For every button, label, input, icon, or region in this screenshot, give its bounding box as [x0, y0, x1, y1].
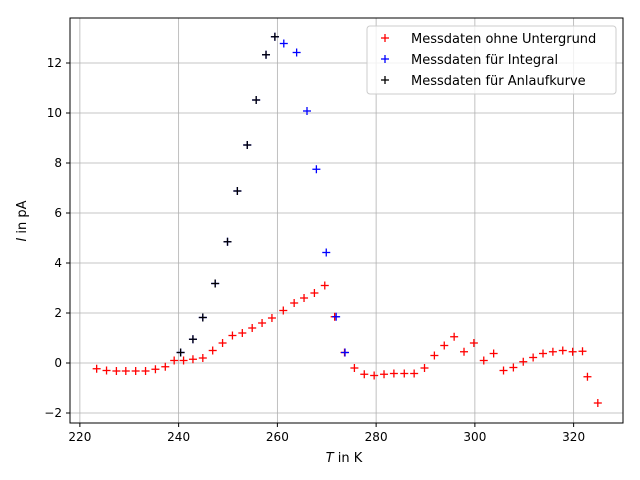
y-tick-label: 10	[47, 106, 62, 120]
data-point	[238, 329, 247, 337]
data-point	[262, 50, 271, 59]
data-point	[161, 362, 170, 371]
data-point	[170, 356, 179, 365]
data-point	[450, 332, 459, 341]
data-point	[583, 372, 592, 381]
legend-box	[366, 25, 617, 95]
data-point	[218, 339, 227, 347]
data-point	[198, 354, 207, 362]
x-tick-label: 320	[562, 430, 585, 444]
data-point	[460, 347, 469, 356]
data-point	[270, 32, 279, 41]
data-point	[479, 356, 488, 365]
y-tick-label: 4	[54, 256, 62, 270]
data-point	[593, 399, 602, 407]
plot-frame	[69, 17, 624, 424]
data-point	[509, 363, 518, 372]
data-point	[539, 349, 548, 358]
data-point	[341, 348, 350, 357]
x-axis-label: T in K	[326, 451, 363, 466]
data-point	[430, 351, 439, 360]
data-point	[92, 364, 101, 373]
data-point	[489, 349, 498, 358]
data-point	[188, 335, 197, 344]
x-tick-label: 220	[68, 430, 91, 444]
x-tick-label: 240	[167, 430, 190, 444]
data-point	[303, 107, 311, 115]
y-tick-label: 2	[54, 306, 62, 320]
data-point	[176, 348, 185, 357]
data-point	[188, 355, 197, 364]
data-point	[350, 364, 359, 372]
data-point	[279, 39, 288, 48]
data-point	[389, 369, 398, 378]
data-point	[131, 367, 140, 375]
data-points	[92, 32, 602, 407]
data-point	[208, 346, 217, 355]
data-point	[267, 314, 276, 322]
data-point	[112, 367, 121, 375]
data-point	[370, 371, 379, 380]
data-point	[312, 165, 321, 174]
data-point	[519, 357, 528, 366]
data-point	[469, 339, 478, 347]
data-point	[252, 96, 261, 104]
data-point	[198, 313, 207, 322]
data-point	[499, 366, 508, 375]
data-point	[300, 294, 309, 302]
y-tick-label: 6	[54, 206, 62, 220]
legend-marker	[381, 55, 389, 63]
data-point	[558, 346, 567, 355]
y-tick-label: 0	[54, 356, 62, 370]
data-point	[233, 187, 242, 195]
y-tick-label: −2	[44, 406, 62, 420]
data-point	[400, 369, 409, 378]
legend-entry: Messdaten für Anlaufkurve	[411, 74, 586, 89]
legend-marker	[381, 76, 389, 84]
grid	[70, 18, 623, 423]
data-point	[243, 141, 252, 149]
data-point	[248, 324, 257, 332]
data-point	[440, 341, 449, 350]
legend: Messdaten ohne Untergrund Messdaten für I…	[366, 25, 617, 95]
legend-entry: Messdaten ohne Untergrund	[411, 32, 596, 47]
y-tick-label: 12	[47, 56, 62, 70]
data-point	[151, 365, 160, 374]
data-point	[228, 331, 237, 340]
y-tick-label: 8	[54, 156, 62, 170]
data-point	[223, 237, 232, 246]
data-point	[211, 279, 220, 288]
legend-marker	[381, 34, 389, 42]
x-tick-label: 300	[463, 430, 486, 444]
x-tick-label: 260	[266, 430, 289, 444]
data-point	[141, 367, 150, 375]
data-point	[420, 364, 429, 372]
data-point	[102, 366, 111, 375]
y-axis-label: I in pA	[15, 200, 30, 241]
data-point	[380, 370, 389, 379]
data-point	[332, 312, 341, 321]
data-point	[121, 367, 130, 375]
data-point	[548, 347, 557, 356]
data-point	[290, 299, 299, 307]
x-tick-label: 280	[365, 430, 388, 444]
data-point	[320, 281, 329, 290]
legend-entry: Messdaten für Integral	[411, 53, 558, 68]
data-point	[568, 347, 577, 356]
data-point	[360, 370, 369, 379]
data-point	[258, 319, 267, 327]
data-point	[179, 356, 188, 365]
data-point	[322, 248, 331, 257]
data-point	[292, 48, 301, 57]
data-point	[578, 347, 587, 356]
data-point	[279, 306, 288, 315]
data-point	[310, 289, 319, 297]
data-point	[529, 353, 538, 362]
ticks: 220 240 260 280 300 320 −2 0 2 4 6 8 10 12	[44, 56, 585, 444]
data-point	[410, 369, 419, 378]
